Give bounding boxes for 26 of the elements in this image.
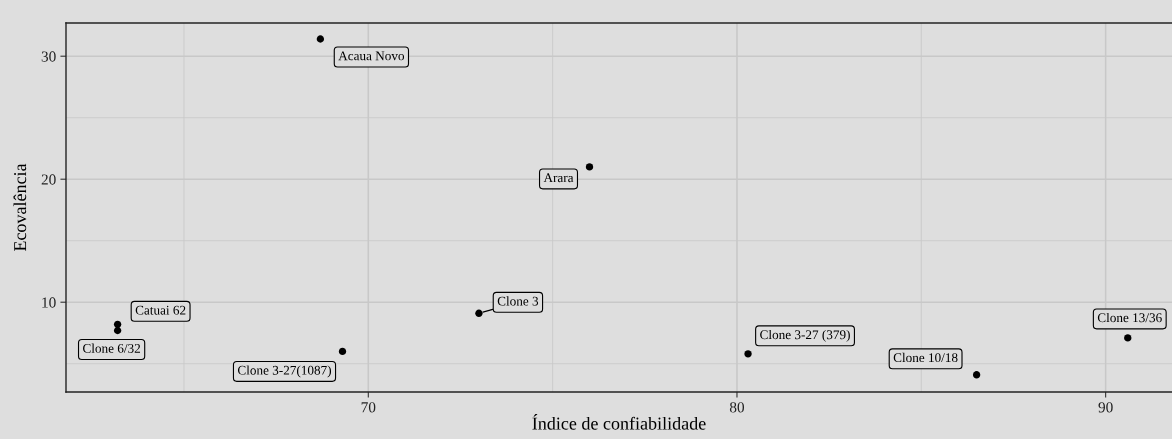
point (113, 326, 122, 335)
y-axis-title: Ecovalência (13, 163, 27, 252)
point (1124, 334, 1132, 342)
y-tick-label: 30 (41, 51, 56, 62)
point (585, 163, 594, 171)
x-tick-label: 80 (729, 402, 745, 413)
point (475, 309, 483, 317)
x-axis-title: Índice de confiabilidade (532, 414, 706, 430)
annotation: Clone 3 (497, 296, 539, 306)
point (316, 35, 325, 43)
point (744, 350, 752, 358)
point (972, 371, 981, 379)
y-tick-label: 20 (41, 174, 56, 185)
annotation: Acaua Novo (338, 51, 405, 61)
x-tick-label: 90 (1098, 402, 1113, 413)
annotation: Clone 10/18 (893, 352, 958, 363)
annotation: Catuai 62 (135, 305, 186, 315)
y-tick-label: 10 (42, 297, 56, 308)
point (338, 347, 347, 356)
annotation: Clone 3-27(1087) (237, 365, 332, 378)
annotation: Arara (543, 173, 574, 183)
x-tick-label: 70 (361, 402, 376, 413)
annotation: Clone 3-27 (379) (760, 329, 850, 342)
annotation: Clone 13/36 (1097, 312, 1162, 323)
point (113, 320, 122, 329)
annotation: Clone 6/32 (83, 343, 141, 353)
